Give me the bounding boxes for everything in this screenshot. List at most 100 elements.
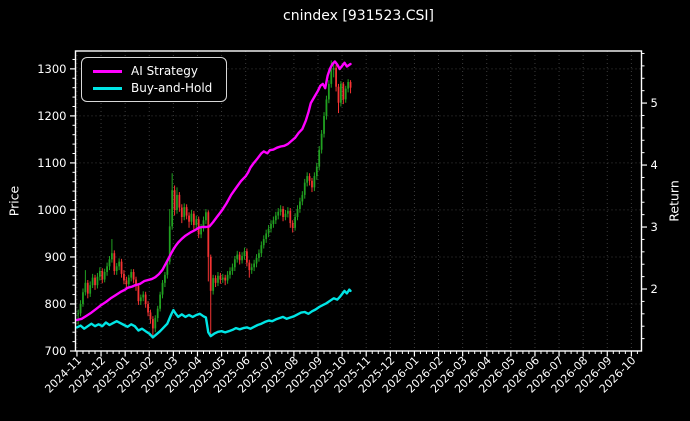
candle-body	[267, 228, 270, 234]
candle-body	[86, 282, 89, 294]
candle-body	[91, 277, 94, 286]
candle-body	[332, 67, 335, 70]
candle-body	[241, 256, 243, 261]
price-tick-label: 1100	[37, 156, 66, 170]
candle-body	[144, 294, 147, 304]
candle-body	[272, 220, 275, 225]
legend-label-buy-and-hold: Buy-and-Hold	[131, 81, 213, 95]
candle-body	[282, 208, 284, 217]
candle-body	[120, 261, 123, 274]
candle-body	[320, 133, 323, 150]
candle-body	[132, 272, 135, 280]
candle-body	[315, 166, 318, 177]
left-axis-label: Price	[6, 185, 22, 217]
candle-body	[183, 207, 186, 217]
candle-body	[296, 208, 299, 217]
candle-body	[166, 261, 169, 275]
left-axis: 700 800 900 1000 1100 1200 1300	[37, 58, 76, 358]
return-tick-label: 4	[651, 158, 658, 172]
candle-body	[137, 286, 140, 302]
candle-body	[214, 278, 217, 283]
candle-body	[98, 271, 101, 277]
candle-body	[125, 280, 128, 285]
candle-body	[106, 266, 108, 273]
candle-body	[115, 266, 118, 272]
candle-body	[349, 82, 352, 88]
candle-body	[101, 271, 104, 280]
candle-body	[135, 279, 137, 287]
candle-body	[342, 83, 345, 100]
right-axis-label: Return	[666, 180, 682, 222]
candle-body	[233, 259, 236, 268]
candle-body	[318, 149, 321, 167]
candle-body	[277, 211, 280, 216]
price-tick-label: 800	[45, 297, 67, 311]
candle-body	[279, 208, 282, 212]
candle-body	[173, 190, 176, 210]
candle-body	[209, 256, 212, 291]
legend-label-ai-strategy: AI Strategy	[131, 64, 198, 78]
candle-body	[202, 220, 205, 228]
candle-body	[262, 239, 265, 246]
candle-body	[231, 267, 234, 272]
candle-body	[258, 253, 260, 258]
return-tick-label: 3	[651, 220, 658, 234]
candle-body	[171, 190, 174, 227]
candle-body	[306, 176, 309, 183]
candle-body	[340, 83, 342, 103]
candle-body	[212, 278, 215, 291]
candle-body	[311, 180, 313, 188]
candle-body	[255, 257, 258, 264]
price-tick-label: 900	[45, 250, 67, 264]
candle-body	[303, 182, 306, 195]
legend: AI Strategy Buy-and-Hold	[81, 57, 227, 102]
candle-body	[337, 86, 340, 103]
candle-body	[113, 253, 116, 272]
candle-body	[147, 303, 149, 313]
candle-body	[103, 272, 106, 280]
candle-body	[224, 277, 227, 281]
candle-body	[229, 271, 231, 275]
candle-body	[286, 210, 289, 214]
candle-body	[164, 274, 166, 283]
candle-body	[325, 99, 328, 116]
candle-body	[94, 277, 96, 286]
candle-body	[238, 254, 241, 261]
candle-body	[344, 88, 347, 100]
candle-body	[253, 263, 256, 268]
candle-body	[226, 274, 229, 281]
candle-body	[301, 194, 304, 202]
candle-body	[156, 308, 159, 319]
price-tick-label: 1300	[37, 62, 66, 76]
candle-body	[180, 207, 183, 217]
candle-body	[139, 297, 142, 302]
candle-body	[219, 275, 222, 280]
candle-body	[284, 213, 287, 217]
candle-body	[161, 282, 164, 295]
candle-body	[291, 223, 294, 228]
candle-body	[250, 267, 253, 271]
ai-strategy-line-swatch	[93, 69, 122, 73]
candle-body	[96, 276, 99, 286]
candle-body	[313, 176, 316, 188]
candle-body	[154, 318, 157, 329]
buy-and-hold-line-swatch	[93, 86, 122, 90]
price-tick-label: 700	[45, 344, 67, 358]
candle-body	[168, 226, 171, 262]
candle-body	[159, 294, 162, 309]
candle-body	[245, 251, 248, 263]
candle-body	[110, 253, 113, 260]
candle-body	[330, 69, 333, 84]
candle-body	[327, 83, 330, 100]
candle-body	[142, 294, 145, 298]
legend-item-ai-strategy: AI Strategy	[90, 65, 218, 77]
candle-body	[347, 82, 350, 89]
candle-body	[108, 259, 111, 267]
candle-body	[195, 219, 198, 225]
candle-body	[248, 262, 251, 271]
candle-body	[335, 67, 337, 87]
candle-body	[260, 245, 263, 254]
price-tick-label: 1000	[37, 203, 66, 217]
